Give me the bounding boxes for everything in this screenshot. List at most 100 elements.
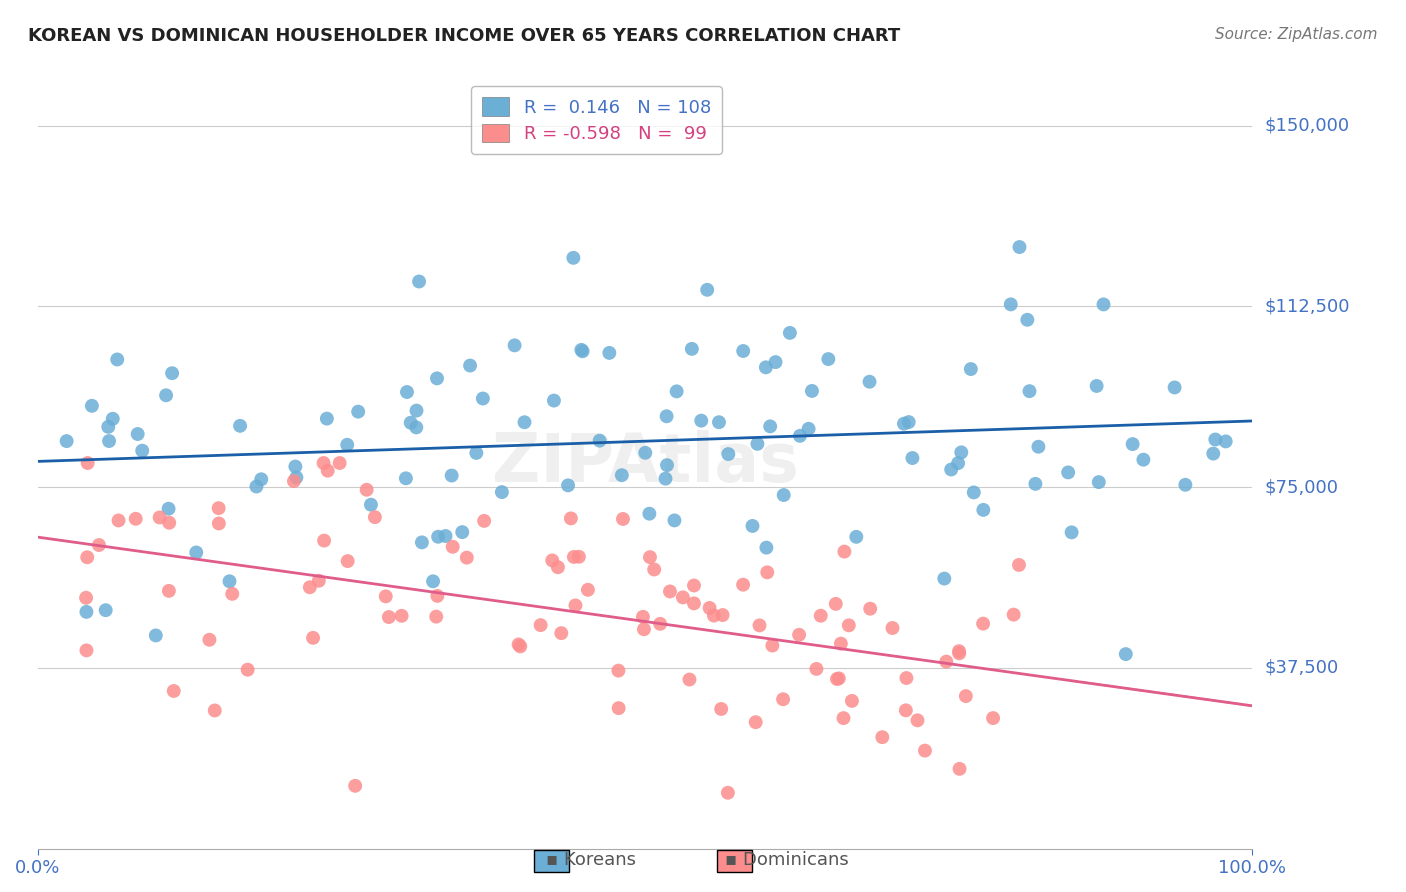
Koreans — [250, 472, 273, 486]
Koreans — [1008, 240, 1031, 254]
Koreans — [1000, 297, 1022, 311]
Dominicans — [699, 601, 721, 615]
Dominicans — [374, 590, 396, 604]
Koreans — [105, 352, 128, 367]
Koreans — [80, 399, 103, 413]
Koreans — [681, 342, 703, 356]
Koreans — [405, 403, 427, 417]
Text: $150,000: $150,000 — [1264, 117, 1350, 135]
Koreans — [733, 343, 755, 358]
Koreans — [513, 415, 536, 429]
Dominicans — [107, 513, 129, 527]
Koreans — [1018, 384, 1040, 399]
Dominicans — [756, 566, 779, 580]
Koreans — [664, 513, 686, 527]
Dominicans — [221, 587, 243, 601]
Dominicans — [683, 578, 706, 592]
Koreans — [285, 470, 308, 484]
Dominicans — [882, 621, 904, 635]
Dominicans — [208, 516, 231, 531]
Koreans — [571, 344, 593, 359]
Koreans — [717, 447, 740, 461]
Dominicans — [550, 626, 572, 640]
Dominicans — [198, 632, 221, 647]
Dominicans — [825, 672, 848, 686]
Dominicans — [314, 533, 336, 548]
Dominicans — [872, 730, 894, 744]
Koreans — [315, 411, 337, 425]
Koreans — [491, 485, 513, 500]
Koreans — [1215, 434, 1237, 449]
Koreans — [440, 468, 463, 483]
Koreans — [503, 338, 526, 352]
Text: $112,500: $112,500 — [1264, 297, 1350, 316]
Koreans — [610, 468, 633, 483]
Dominicans — [744, 715, 766, 730]
Koreans — [245, 479, 267, 493]
Dominicans — [125, 512, 148, 526]
Koreans — [696, 283, 718, 297]
Koreans — [408, 275, 430, 289]
Dominicans — [607, 701, 630, 715]
Koreans — [218, 574, 240, 589]
Koreans — [817, 352, 839, 367]
Dominicans — [391, 608, 413, 623]
Text: ZIPAtlas: ZIPAtlas — [492, 430, 799, 496]
Koreans — [665, 384, 688, 399]
Dominicans — [236, 663, 259, 677]
Dominicans — [981, 711, 1004, 725]
Koreans — [959, 362, 981, 376]
Dominicans — [948, 762, 970, 776]
Koreans — [772, 488, 794, 502]
Koreans — [157, 501, 180, 516]
Koreans — [800, 384, 823, 398]
Dominicans — [717, 786, 740, 800]
Text: ▪ Dominicans: ▪ Dominicans — [725, 851, 849, 869]
Koreans — [1174, 477, 1197, 491]
Dominicans — [638, 550, 661, 565]
Koreans — [94, 603, 117, 617]
Dominicans — [711, 608, 734, 623]
Dominicans — [972, 616, 994, 631]
Koreans — [160, 366, 183, 380]
Dominicans — [733, 577, 755, 591]
Dominicans — [76, 456, 98, 470]
Koreans — [1028, 440, 1050, 454]
Koreans — [901, 450, 924, 465]
Koreans — [634, 446, 657, 460]
Dominicans — [631, 610, 654, 624]
Dominicans — [703, 608, 725, 623]
Dominicans — [896, 671, 918, 685]
Dominicans — [659, 584, 682, 599]
Dominicans — [672, 591, 695, 605]
Koreans — [941, 462, 963, 476]
Dominicans — [650, 616, 672, 631]
Koreans — [155, 388, 177, 402]
Koreans — [543, 393, 565, 408]
Koreans — [557, 478, 579, 492]
Koreans — [284, 459, 307, 474]
Dominicans — [841, 694, 863, 708]
Koreans — [588, 434, 610, 448]
Dominicans — [149, 510, 172, 524]
Dominicans — [302, 631, 325, 645]
Dominicans — [472, 514, 495, 528]
Dominicans — [564, 599, 586, 613]
Dominicans — [894, 703, 917, 717]
Koreans — [360, 498, 382, 512]
Koreans — [893, 417, 915, 431]
Dominicans — [607, 664, 630, 678]
Text: ▪ Koreans: ▪ Koreans — [546, 851, 636, 869]
Dominicans — [828, 672, 851, 686]
Koreans — [1202, 447, 1225, 461]
Koreans — [395, 384, 418, 399]
Koreans — [465, 446, 488, 460]
Koreans — [797, 422, 820, 436]
Koreans — [145, 628, 167, 642]
Koreans — [131, 443, 153, 458]
Dominicans — [633, 622, 655, 636]
Koreans — [422, 574, 444, 589]
Dominicans — [748, 618, 770, 632]
Koreans — [755, 541, 778, 555]
Koreans — [897, 415, 920, 429]
